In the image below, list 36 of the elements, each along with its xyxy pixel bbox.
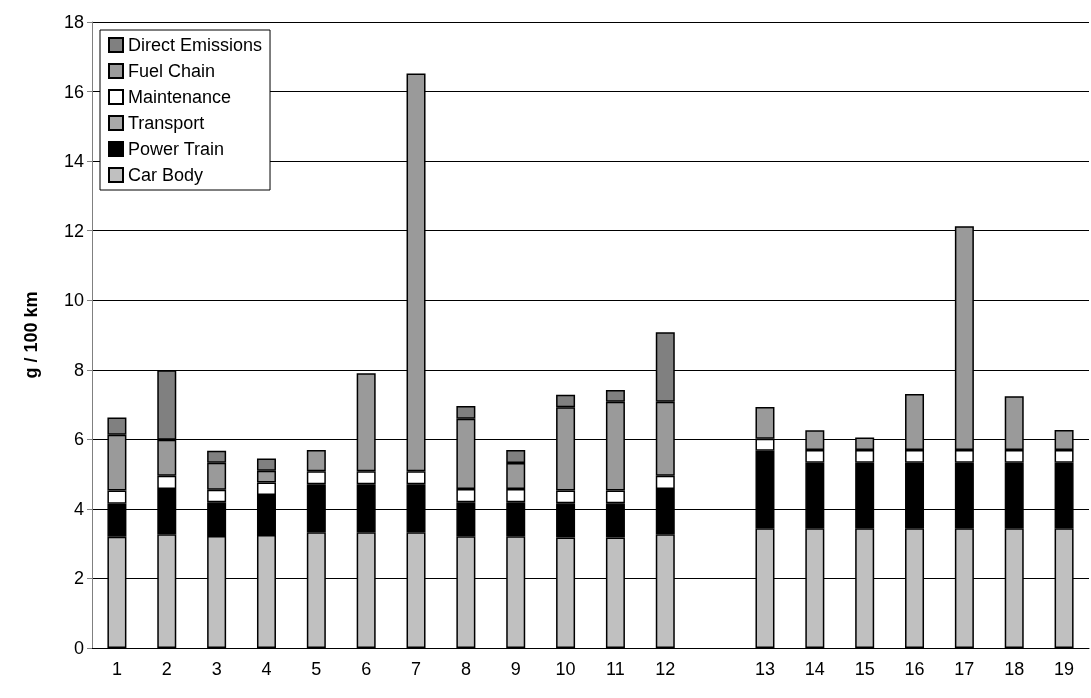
- x-tick-label: 19: [1054, 659, 1075, 679]
- legend-label: Transport: [128, 113, 205, 133]
- x-tick-label: 10: [555, 659, 576, 679]
- x-tick-label: 7: [411, 659, 422, 679]
- legend-label: Fuel Chain: [128, 61, 216, 81]
- x-tick-label: 18: [1004, 659, 1025, 679]
- x-tick-label: 9: [510, 659, 521, 679]
- y-tick-label: 14: [63, 151, 84, 172]
- x-tick-label: 4: [261, 659, 272, 679]
- y-tick-label: 8: [73, 359, 84, 380]
- x-tick-label: 3: [211, 659, 222, 679]
- y-tick-label: 18: [63, 12, 84, 32]
- legend-label: Power Train: [128, 139, 225, 159]
- legend-label: Direct Emissions: [128, 35, 263, 55]
- y-tick-label: 2: [73, 568, 84, 589]
- x-tick-label: 8: [460, 659, 471, 679]
- legend-label: Car Body: [128, 165, 204, 185]
- y-axis-title: g / 100 km: [21, 291, 41, 379]
- y-tick-label: 12: [63, 220, 84, 241]
- y-tick-label: 4: [73, 498, 84, 519]
- y-tick-label: 10: [63, 290, 84, 311]
- y-tick-label: 0: [73, 638, 84, 658]
- x-tick-label: 17: [954, 659, 975, 679]
- x-tick-label: 5: [311, 659, 322, 679]
- x-tick-label: 12: [655, 659, 676, 679]
- x-tick-label: 2: [161, 659, 172, 679]
- x-tick-label: 11: [606, 659, 625, 679]
- x-tick-label: 15: [854, 659, 875, 679]
- y-tick-label: 6: [73, 429, 84, 450]
- x-tick-label: 1: [111, 659, 122, 679]
- y-tick-label: 16: [63, 81, 84, 102]
- x-tick-label: 13: [754, 659, 775, 679]
- x-tick-label: 16: [904, 659, 925, 679]
- legend-label: Maintenance: [128, 87, 232, 107]
- x-tick-label: 6: [361, 659, 372, 679]
- x-tick-label: 14: [804, 659, 825, 679]
